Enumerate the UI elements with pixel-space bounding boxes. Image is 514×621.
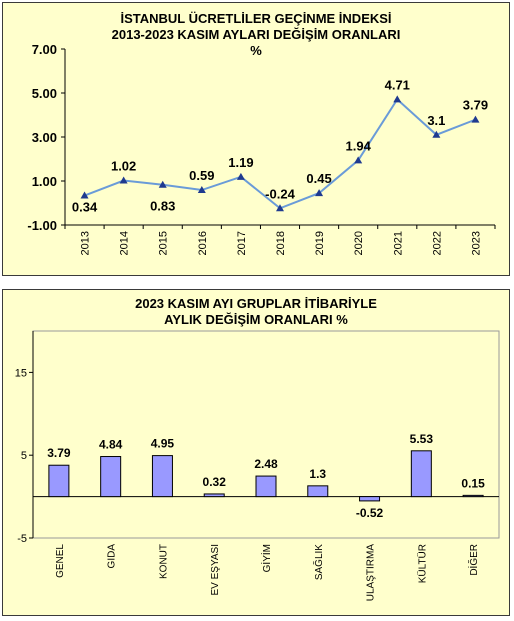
line-chart-marker bbox=[236, 172, 245, 180]
line-chart-y-tick-label: -1.00 bbox=[27, 218, 57, 233]
bar-chart-bar bbox=[203, 493, 225, 498]
line-chart-data-label: 0.34 bbox=[72, 200, 98, 215]
line-chart-x-tick-label: 2016 bbox=[197, 231, 209, 255]
line-chart-title-line-2: 2013-2023 KASIM AYLARI DEĞİŞİM ORANLARI bbox=[111, 27, 401, 42]
bar-chart-panel: 2023 KASIM AYI GRUPLAR İTİBARİYLE AYLIK … bbox=[2, 289, 510, 616]
line-chart-data-label: -0.24 bbox=[265, 186, 295, 201]
line-chart-x-tick-label: 2018 bbox=[275, 231, 287, 255]
line-chart-data-label: 1.02 bbox=[111, 159, 136, 174]
bar-chart-x-tick-label: GİYİM bbox=[260, 544, 273, 572]
line-chart-marker bbox=[393, 95, 402, 103]
bar-chart-bar bbox=[462, 494, 484, 498]
line-chart-marker bbox=[197, 186, 206, 194]
bar-chart-x-tick-label: KÜLTÜR bbox=[416, 544, 428, 583]
bar-chart-bar bbox=[151, 455, 173, 498]
line-chart-data-label: 0.59 bbox=[189, 168, 214, 183]
line-chart-panel: İSTANBUL ÜCRETLİLER GEÇİNME İNDEKSİ 2013… bbox=[2, 2, 510, 276]
bar-chart-x-tick-label: GENEL bbox=[55, 544, 66, 578]
line-chart-title: İSTANBUL ÜCRETLİLER GEÇİNME İNDEKSİ 2013… bbox=[3, 11, 509, 59]
bar-chart-data-label: 1.3 bbox=[309, 467, 326, 481]
line-chart-title-line-3: % bbox=[250, 43, 262, 58]
bar-chart-y-tick-label: 5 bbox=[21, 450, 27, 462]
line-chart-data-label: 1.19 bbox=[228, 155, 253, 170]
line-chart-x-tick-label: 2020 bbox=[353, 231, 365, 255]
bar-chart-data-label: 4.95 bbox=[151, 437, 175, 451]
line-chart-y-tick-label: 7.00 bbox=[32, 42, 57, 57]
line-chart-x-tick-label: 2013 bbox=[80, 231, 92, 255]
line-chart-x-tick-label: 2022 bbox=[431, 231, 443, 255]
line-chart-marker bbox=[276, 204, 284, 212]
bar-chart-data-label: 3.79 bbox=[47, 446, 71, 460]
line-chart-title-line-1: İSTANBUL ÜCRETLİLER GEÇİNME İNDEKSİ bbox=[120, 11, 392, 26]
bar-chart-data-label: 2.48 bbox=[254, 457, 278, 471]
bar-chart-title-line-1: 2023 KASIM AYI GRUPLAR İTİBARİYLE bbox=[135, 296, 377, 311]
line-chart-marker bbox=[315, 189, 324, 197]
bar-chart-plot-area bbox=[32, 330, 500, 539]
line-chart-y-tick-label: 5.00 bbox=[32, 86, 57, 101]
bar-chart-title: 2023 KASIM AYI GRUPLAR İTİBARİYLE AYLIK … bbox=[3, 296, 509, 328]
bar-chart-x-tick-label: SAĞLIK bbox=[312, 544, 325, 580]
line-chart-x-tick-label: 2015 bbox=[158, 231, 170, 255]
line-chart-data-label: 4.71 bbox=[385, 77, 410, 92]
line-chart-marker bbox=[471, 115, 480, 123]
bar-chart-data-label: 5.53 bbox=[410, 432, 434, 446]
line-chart-marker bbox=[354, 156, 363, 164]
bar-chart-x-tick-label: EV EŞYASI bbox=[210, 544, 221, 596]
bar-chart-x-tick-label: DİĞER bbox=[467, 544, 480, 576]
line-chart-marker bbox=[80, 191, 89, 199]
bar-chart-title-line-2: AYLIK DEĞİŞİM ORANLARI % bbox=[164, 312, 348, 327]
bar-chart-bar bbox=[100, 456, 122, 498]
bar-chart-data-label: 0.15 bbox=[461, 476, 485, 490]
bar-chart-y-tick-label: 15 bbox=[15, 367, 27, 379]
line-chart-data-label: 3.1 bbox=[427, 113, 445, 128]
line-chart-y-tick-label: 1.00 bbox=[32, 174, 57, 189]
line-chart-marker bbox=[119, 176, 128, 184]
line-chart-x-tick-label: 2019 bbox=[314, 231, 326, 255]
line-chart-x-tick-label: 2017 bbox=[236, 231, 248, 255]
bar-chart-data-label: 4.84 bbox=[99, 438, 123, 452]
line-chart-data-label: 1.94 bbox=[346, 138, 372, 153]
line-chart-data-label: 3.79 bbox=[463, 98, 488, 113]
line-chart-marker bbox=[432, 130, 441, 138]
bar-chart-bar bbox=[359, 496, 381, 502]
line-chart-svg: 7.00 5.00 3.00 1.00 -1.00 2013 2014 2015 2016 201… bbox=[27, 42, 496, 255]
line-chart-data-label: 0.83 bbox=[150, 199, 175, 214]
line-chart-x-tick-label: 2021 bbox=[392, 231, 404, 255]
line-chart-marker bbox=[158, 180, 167, 188]
bar-chart-x-tick-label: KONUT bbox=[158, 544, 169, 579]
bar-chart-bar bbox=[255, 475, 277, 498]
line-chart-x-tick-label: 2023 bbox=[470, 231, 482, 255]
line-chart-x-tick-label: 2014 bbox=[119, 231, 131, 255]
bar-chart-bar bbox=[307, 485, 329, 498]
bar-chart-data-label: 0.32 bbox=[203, 475, 227, 489]
bar-chart-y-tick-label: -5 bbox=[17, 533, 27, 545]
line-chart-y-tick-label: 3.00 bbox=[32, 130, 57, 145]
bar-chart-x-tick-label: GIDA bbox=[107, 544, 118, 569]
bar-chart-x-tick-label: ULAŞTIRMA bbox=[366, 544, 377, 602]
bar-chart-svg: 15 5 -5 3.79 GENEL 4.84 GIDA 4.95 KONUT 0.32 EV EŞ… bbox=[15, 330, 500, 602]
bar-chart-bar bbox=[410, 450, 432, 498]
bar-chart-bar bbox=[48, 464, 70, 498]
line-chart-data-label: 0.45 bbox=[306, 171, 331, 186]
bar-chart-data-label: -0.52 bbox=[356, 506, 384, 520]
